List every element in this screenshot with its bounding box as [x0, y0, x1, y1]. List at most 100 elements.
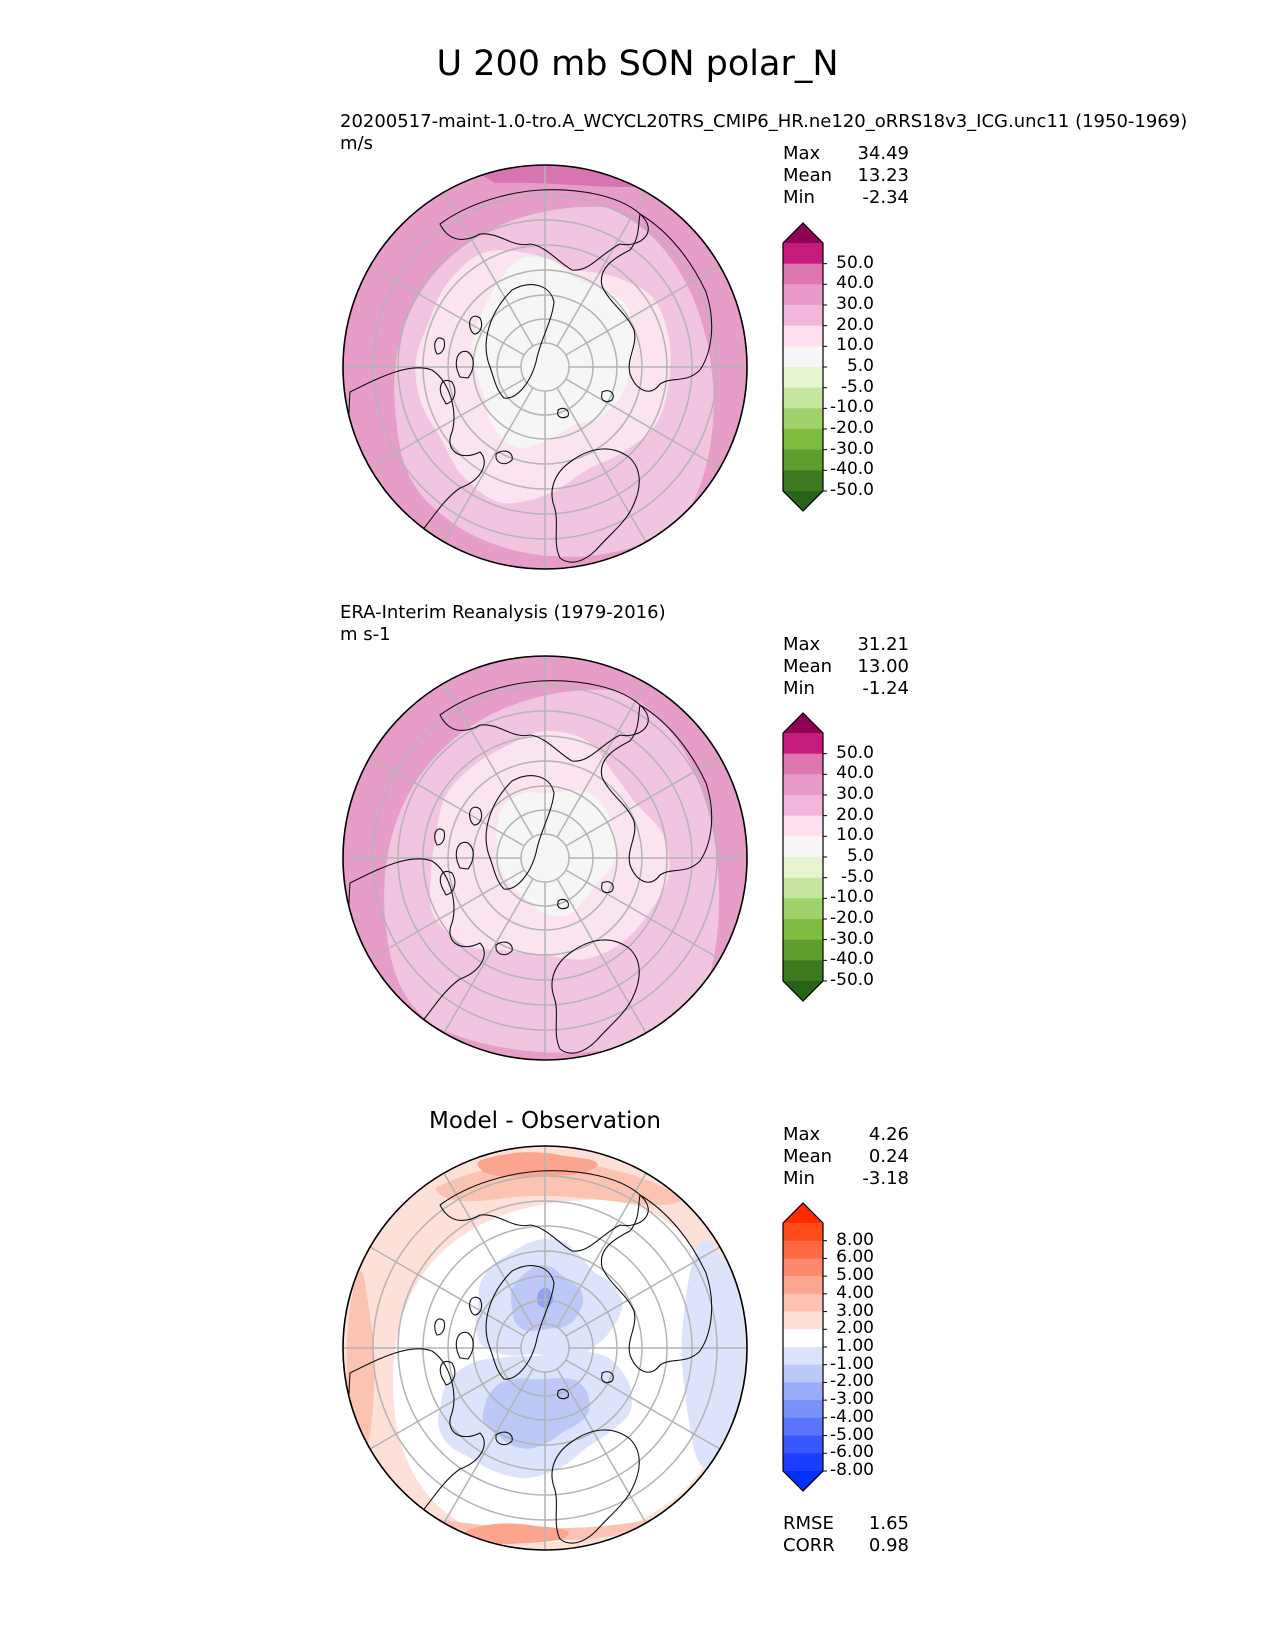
meridian-line: [369, 265, 525, 356]
panel-2-units: m s-1: [340, 624, 391, 645]
meridian-line: [556, 1172, 647, 1328]
colorbar-tick-label: 10.0: [836, 335, 874, 356]
colorbar-segment: [783, 1453, 823, 1472]
colorbar-tick-label: -30.0: [830, 438, 874, 459]
coastline: [434, 315, 483, 405]
field-region-subtropical-jet-core: [475, 165, 655, 187]
panel-2-title: ERA-Interim Reanalysis (1979-2016) m s-1: [340, 602, 666, 646]
meridian-line: [565, 378, 721, 469]
panel-1-stats: Max 34.49 Mean 13.23 Min -2.34: [783, 143, 909, 209]
colorbar-segment: [783, 1417, 823, 1437]
panel-2-stats: Max 31.21 Mean 13.00 Min -1.24: [783, 634, 909, 700]
colorbar-tick-label: -30.0: [830, 928, 874, 949]
panel-1-title: 20200517-maint-1.0-tro.A_WCYCL20TRS_CMIP…: [340, 111, 1187, 155]
panel-1-units: m/s: [340, 133, 373, 154]
colorbar-tick-label: 40.0: [836, 763, 874, 784]
field-region-positive-weak: [343, 1146, 747, 1550]
panel-2-colorbar: [782, 712, 827, 1002]
colorbar-tick-label: 30.0: [836, 784, 874, 804]
panel-3-polar-map: [342, 1145, 748, 1551]
coastline: [485, 284, 555, 399]
map-boundary: [342, 1145, 748, 1551]
colorbar-segment: [783, 284, 823, 306]
stat-value: -3.18: [862, 1168, 909, 1189]
colorbar-tick-label: 20.0: [836, 804, 874, 825]
panel-1-colorbar: [782, 222, 827, 512]
rmse-label: RMSE: [783, 1513, 834, 1534]
rmse-value: 1.65: [868, 1513, 909, 1534]
meridian-line: [369, 378, 525, 469]
colorbar-tick-label: 10.0: [836, 825, 874, 846]
colorbar-segment: [783, 857, 823, 879]
stat-value: 34.49: [857, 143, 909, 164]
coastline: [495, 881, 614, 956]
colorbar-segment: [783, 753, 823, 775]
meridian-line: [443, 1172, 534, 1328]
colorbar-tick-label: 5.0: [846, 356, 874, 376]
colorbar-tick-label: 4.00: [836, 1282, 874, 1303]
colorbar-segment: [783, 815, 823, 837]
colorbar-over-triangle: [783, 223, 823, 243]
coastline: [439, 189, 649, 271]
colorbar-segment: [783, 733, 823, 755]
colorbar-segment: [783, 774, 823, 796]
colorbar-tick-label: 2.00: [836, 1318, 874, 1339]
colorbar-segment: [783, 429, 823, 451]
colorbar-segment: [783, 449, 823, 471]
coastline: [485, 775, 555, 890]
map-boundary: [342, 164, 748, 570]
colorbar-segment: [783, 243, 823, 265]
map-boundary: [342, 655, 748, 1061]
colorbar-tick-label: 50.0: [836, 742, 874, 763]
colorbar-tick-label: 3.00: [836, 1300, 874, 1321]
colorbar-tick-label: -40.0: [830, 459, 874, 480]
stat-label: Mean: [783, 1146, 833, 1167]
colorbar-segment: [783, 1364, 823, 1384]
coastline: [551, 448, 640, 563]
colorbar-tick-label: -50.0: [830, 480, 874, 500]
colorbar-tick-label: -20.0: [830, 908, 874, 928]
colorbar-under-triangle: [783, 1471, 823, 1491]
panel-1-title-line-1: 20200517-maint-1.0-tro.A_WCYCL20TRS_CMIP…: [340, 111, 1188, 132]
colorbar-tick-label: 40.0: [836, 273, 874, 294]
meridian-line: [443, 387, 534, 543]
colorbar-tick-label: -8.00: [830, 1460, 874, 1480]
colorbar-segment: [783, 408, 823, 430]
coastline: [600, 704, 713, 883]
meridian-line: [369, 756, 525, 847]
colorbar-tick-label: -2.00: [830, 1371, 874, 1392]
field-region-negative-moderate: [482, 1378, 590, 1449]
colorbar-segment: [783, 960, 823, 982]
meridian-line: [565, 265, 721, 356]
colorbar-segment: [783, 1311, 823, 1330]
meridian-line: [556, 191, 647, 347]
colorbar-tick-label: -40.0: [830, 949, 874, 970]
field-region-polar-calm: [496, 790, 617, 917]
stat-label: Max: [783, 143, 821, 164]
colorbar-tick-label: -1.00: [830, 1353, 874, 1374]
colorbar-segment: [783, 1240, 823, 1260]
colorbar-tick-label: 20.0: [836, 314, 874, 335]
panel-3-error-stats: RMSE 1.65 CORR 0.98: [783, 1513, 909, 1557]
field-region-positive-strong: [464, 1523, 569, 1545]
colorbar-tick-label: -5.0: [840, 866, 874, 887]
coastline: [485, 1265, 555, 1380]
field-region-negative-weak: [681, 1240, 746, 1470]
stat-value: 13.23: [857, 165, 909, 186]
colorbar-tick-label: 6.00: [836, 1247, 874, 1268]
coastline: [551, 1429, 640, 1544]
panel-3-title: Model - Observation: [340, 1108, 750, 1134]
stat-value: 13.00: [857, 656, 909, 677]
colorbar-segment: [783, 939, 823, 961]
colorbar-segment: [783, 387, 823, 409]
panel-3-stats: Max 4.26 Mean 0.24 Min -3.18: [783, 1124, 909, 1190]
panel-3-title-line-1: Model - Observation: [428, 1108, 662, 1134]
colorbar-segment: [783, 367, 823, 389]
meridian-line: [556, 878, 647, 1034]
corr-value: 0.98: [868, 1535, 909, 1556]
meridian-line: [565, 1246, 721, 1337]
colorbar-segment: [783, 263, 823, 285]
meridian-line: [556, 1368, 647, 1524]
panel-1-polar-map: [342, 164, 748, 570]
stat-value: 31.21: [857, 634, 909, 655]
